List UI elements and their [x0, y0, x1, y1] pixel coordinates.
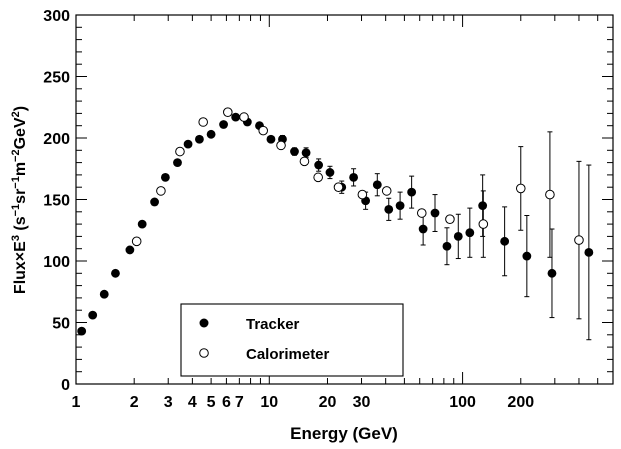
tracker-point [395, 201, 405, 211]
y-tick-label: 150 [43, 193, 70, 210]
y-axis-label: Flux×E3 (s−1sr−1m−2GeV2) [10, 106, 29, 294]
tracker-point [478, 201, 488, 211]
x-tick-label: 10 [260, 394, 278, 411]
x-tick-label: 30 [353, 394, 371, 411]
calorimeter-point [198, 117, 208, 127]
tracker-point [430, 208, 440, 218]
y-tick-label: 200 [43, 131, 70, 148]
calorimeter-point [545, 189, 555, 200]
y-tick-label: 300 [43, 8, 70, 25]
axis-ticks: 0 50 100 150 200 250 300 1 2 3 4 5 6 7 10 20 30 100 200 [43, 8, 614, 411]
tracker-point [325, 168, 335, 177]
legend-label-tracker: Tracker [246, 316, 300, 333]
x-tick-label: 6 [222, 394, 231, 411]
calorimeter-point [222, 107, 233, 117]
y-tick-label: 0 [61, 377, 70, 394]
x-tick-label: 4 [188, 394, 197, 411]
x-tick-label: 3 [164, 394, 173, 411]
calorimeter-point [478, 219, 489, 229]
tracker-point [219, 120, 228, 129]
legend-label-calorimeter: Calorimeter [246, 346, 330, 363]
tracker-point [99, 289, 109, 299]
calorimeter-point [313, 172, 323, 183]
x-tick-label: 7 [235, 394, 244, 411]
tracker-point [500, 236, 510, 246]
calorimeter-point [175, 146, 185, 157]
tracker-point [206, 129, 216, 139]
tracker-point [111, 268, 120, 278]
x-tick-label: 2 [130, 394, 139, 411]
tracker-point [173, 158, 182, 168]
tracker-point [77, 326, 87, 336]
tracker-point [442, 241, 452, 251]
legend-box [180, 303, 404, 377]
calorimeter-point [515, 183, 526, 194]
legend: Tracker Calorimeter [180, 303, 404, 377]
calorimeter-point [239, 112, 249, 122]
tracker-point [183, 139, 193, 149]
calorimeter-point [333, 182, 344, 192]
y-tick-label: 50 [52, 316, 70, 333]
x-tick-label: 5 [207, 394, 216, 411]
tracker-point [290, 147, 299, 156]
tracker-point [301, 148, 311, 158]
tracker-point [314, 160, 324, 170]
tracker-point [418, 224, 428, 234]
calorimeter-point [416, 208, 427, 218]
tracker-point [137, 219, 147, 229]
tracker-point [465, 228, 475, 238]
tracker-point [150, 197, 159, 207]
tracker-point [372, 180, 382, 190]
y-tick-label: 250 [43, 70, 70, 87]
tracker-point [349, 172, 359, 182]
x-tick-label: 20 [319, 394, 337, 411]
calorimeter-point [131, 236, 142, 247]
tracker-point [547, 268, 557, 278]
calorimeter-point [381, 186, 392, 196]
calorimeter-point [357, 189, 368, 200]
tracker-point [407, 187, 417, 197]
x-tick-label: 200 [507, 394, 534, 411]
calorimeter-point [258, 125, 269, 136]
tracker-point [88, 310, 98, 320]
calorimeter-point [445, 214, 455, 224]
legend-marker-tracker [199, 318, 209, 328]
tracker-point [266, 134, 276, 144]
tracker-point [195, 134, 204, 144]
tracker-point [125, 245, 135, 255]
tracker-point [384, 204, 394, 214]
calorimeter-point [156, 186, 166, 196]
data-points [77, 107, 594, 336]
tracker-point [584, 247, 594, 257]
legend-marker-calorimeter [199, 348, 209, 358]
x-tick-label: 1 [72, 394, 81, 411]
tracker-point [160, 172, 170, 182]
x-tick-label: 100 [449, 394, 476, 411]
tracker-point [453, 232, 463, 241]
calorimeter-point [299, 156, 310, 167]
x-axis-label: Energy (GeV) [290, 424, 398, 443]
tracker-point [231, 112, 241, 122]
calorimeter-point [574, 235, 584, 245]
calorimeter-point [276, 140, 286, 151]
y-tick-label: 100 [43, 254, 70, 271]
tracker-point [522, 251, 532, 261]
